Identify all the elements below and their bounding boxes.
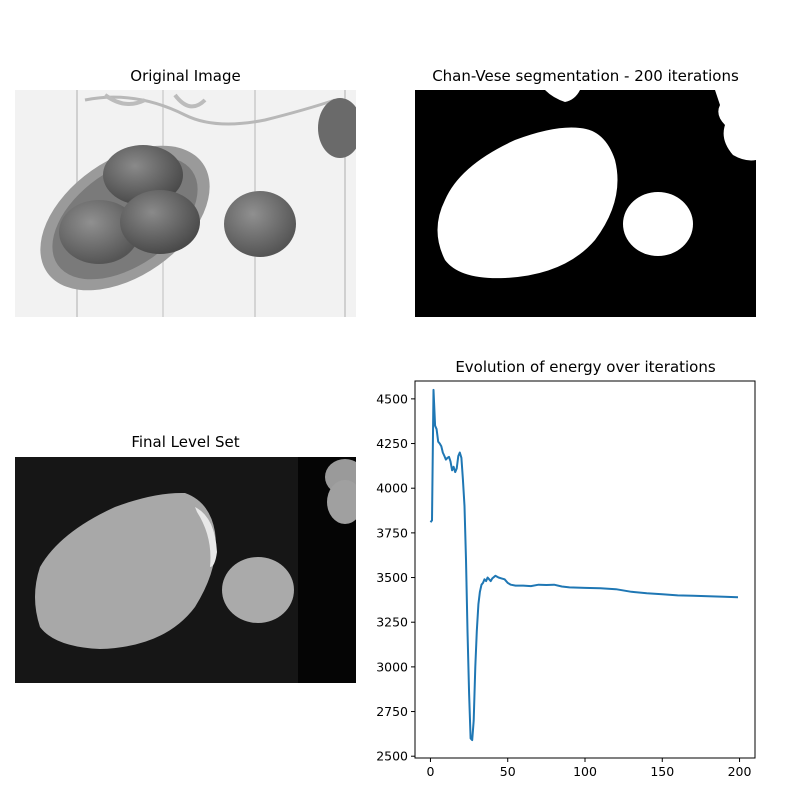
x-tick-label: 200 xyxy=(728,764,752,779)
segmentation-image xyxy=(415,90,756,317)
y-tick-label: 3000 xyxy=(376,659,408,674)
x-tick-label: 50 xyxy=(500,764,516,779)
energy-series-line xyxy=(429,388,739,742)
x-tick-label: 100 xyxy=(573,764,597,779)
x-tick-label: 0 xyxy=(426,764,434,779)
y-tick-label: 2500 xyxy=(376,749,408,764)
y-tick-label: 3750 xyxy=(376,525,408,540)
y-tick-label: 4000 xyxy=(376,481,408,496)
original-image-title: Original Image xyxy=(130,67,241,85)
y-tick-label: 3500 xyxy=(376,570,408,585)
y-tick-label: 4500 xyxy=(376,391,408,406)
y-tick-label: 4250 xyxy=(376,436,408,451)
level-set-image xyxy=(15,457,356,683)
segmentation-title: Chan-Vese segmentation - 200 iterations xyxy=(432,67,739,85)
x-tick-label: 150 xyxy=(650,764,674,779)
original-image xyxy=(15,90,356,317)
level-set-title: Final Level Set xyxy=(131,433,240,451)
energy-chart-title: Evolution of energy over iterations xyxy=(455,358,716,376)
y-tick-label: 2750 xyxy=(376,704,408,719)
y-tick-label: 3250 xyxy=(376,615,408,630)
